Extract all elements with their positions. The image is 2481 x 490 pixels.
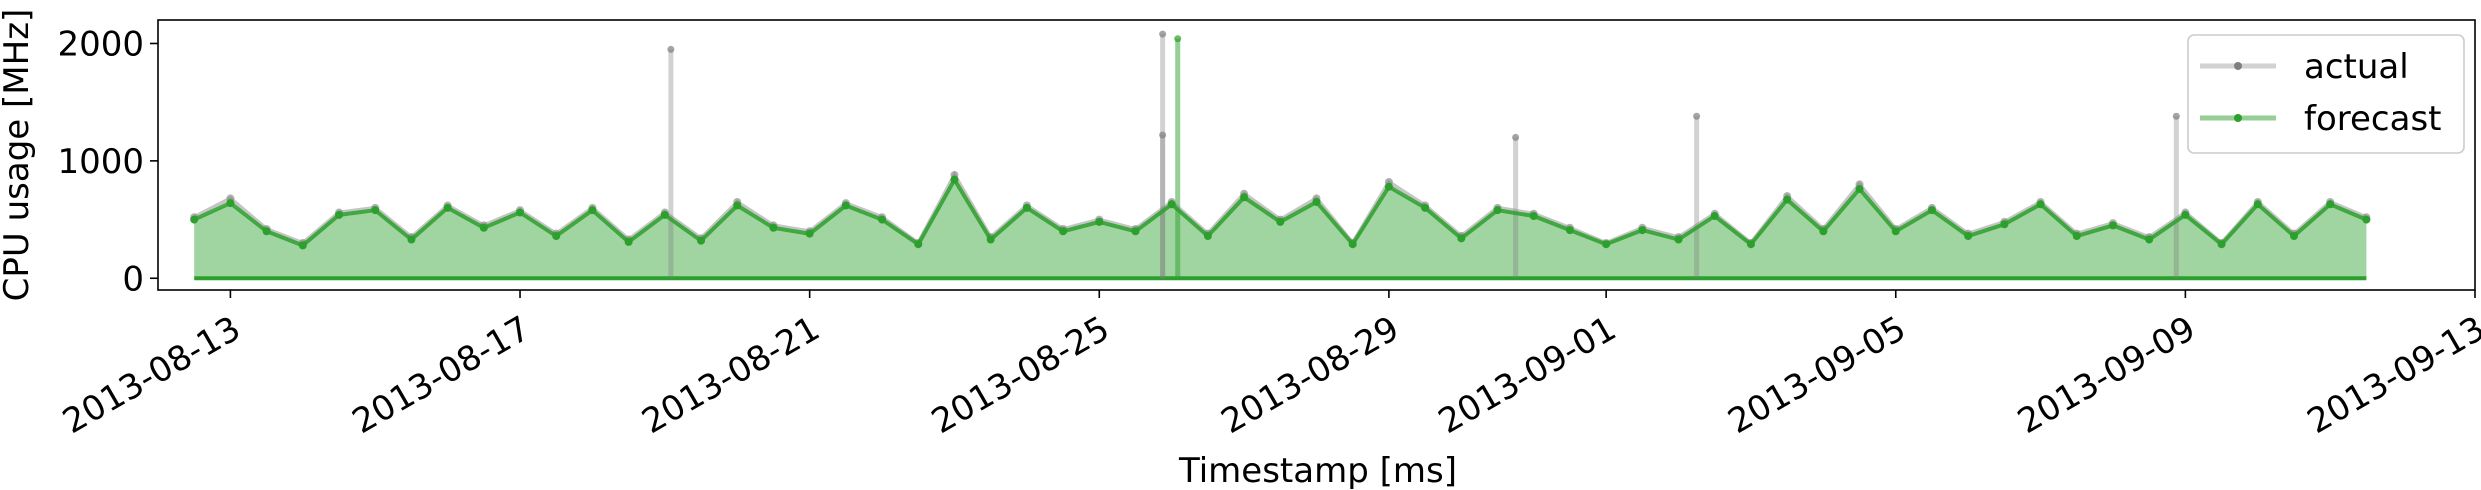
x-tick-label-1: 2013-08-17 [346,309,537,442]
forecast-point-29 [1240,193,1249,202]
forecast-point-11 [588,206,597,215]
forecast-point-12 [624,237,633,246]
spike-point-3 [1174,35,1182,43]
forecast-point-3 [298,241,307,250]
forecast-point-5 [371,206,380,215]
y-axis-label: CPU usage [MHz] [0,9,37,302]
forecast-point-48 [1927,206,1936,215]
spike-point-6 [2172,112,2180,120]
y-tick-label-1: 1000 [57,142,144,182]
forecast-point-54 [2145,235,2154,244]
forecast-point-46 [1855,185,1864,194]
spike-point-5 [1693,112,1701,120]
forecast-point-55 [2181,210,2190,219]
forecast-point-22 [986,235,995,244]
forecast-point-20 [914,240,923,249]
forecast-point-45 [1819,227,1828,236]
forecast-point-39 [1602,240,1611,249]
x-tick-label-2: 2013-08-21 [635,309,826,442]
forecast-point-7 [443,203,452,212]
legend-actual-label: actual [2304,47,2409,87]
forecast-point-35 [1457,234,1466,243]
forecast-point-57 [2253,200,2262,209]
forecast-point-36 [1493,206,1502,215]
forecast-point-15 [733,201,742,210]
forecast-point-49 [1964,232,1973,240]
spike-point-2 [1159,131,1167,139]
forecast-point-18 [841,201,850,210]
forecast-point-1 [226,199,235,208]
legend-frame [2187,34,2465,154]
forecast-point-58 [2289,232,2298,240]
forecast-point-26 [1131,227,1140,236]
forecast-point-4 [335,210,344,219]
forecast-point-40 [1638,226,1647,235]
spike-point-1 [1159,30,1167,38]
forecast-point-14 [697,236,706,245]
y-tick-label-2: 2000 [57,24,144,64]
legend: actual forecast [2187,34,2465,154]
forecast-point-19 [878,215,887,224]
forecast-point-2 [262,227,271,236]
forecast-point-27 [1167,200,1176,209]
forecast-point-0 [190,215,199,224]
forecast-point-30 [1276,217,1285,226]
x-tick-label-5: 2013-09-01 [1432,309,1623,442]
x-tick-label-4: 2013-08-29 [1215,309,1406,442]
forecast-area [194,179,2367,279]
plot-frame [157,19,2476,291]
spike-point-4 [1512,133,1520,141]
forecast-point-25 [1095,217,1104,226]
x-tick-label-8: 2013-09-13 [2301,309,2481,442]
forecast-point-52 [2072,232,2081,240]
forecast-point-47 [1891,227,1900,236]
forecast-point-33 [1384,182,1393,191]
x-tick-label-3: 2013-08-25 [925,309,1116,442]
forecast-point-41 [1674,235,1683,244]
forecast-point-43 [1746,240,1755,249]
forecast-point-10 [552,232,561,240]
forecast-point-6 [407,235,416,244]
forecast-point-13 [660,210,669,219]
x-tick-label-7: 2013-09-09 [2011,309,2202,442]
forecast-point-16 [769,223,778,232]
forecast-point-44 [1783,195,1792,204]
forecast-point-59 [2326,200,2335,209]
forecast-point-31 [1312,197,1321,206]
plot-area [190,30,2371,281]
legend-forecast-label: forecast [2304,99,2442,139]
forecast-point-53 [2108,221,2117,230]
forecast-point-56 [2217,240,2226,249]
x-tick-label-6: 2013-09-05 [1722,309,1913,442]
legend-actual-marker [2234,62,2242,70]
forecast-point-8 [479,223,488,232]
forecast-point-60 [2362,215,2371,224]
forecast-point-28 [1203,232,1212,240]
forecast-point-23 [1022,203,1031,212]
forecast-point-37 [1529,212,1538,221]
forecast-point-42 [1710,212,1719,221]
spike-point-0 [667,45,675,53]
forecast-point-34 [1421,203,1430,212]
forecast-point-24 [1059,227,1068,236]
forecast-point-38 [1565,226,1574,235]
forecast-point-9 [516,208,525,217]
forecast-point-17 [805,229,814,238]
y-tick-label-0: 0 [122,259,144,299]
forecast-point-51 [2036,200,2045,209]
x-tick-label-0: 2013-08-13 [56,309,247,442]
forecast-point-32 [1348,240,1357,249]
forecast-point-21 [950,175,959,184]
x-axis-label: Timestamp [ms] [1178,451,1457,490]
forecast-point-50 [2000,220,2009,229]
legend-forecast-marker [2234,114,2242,122]
